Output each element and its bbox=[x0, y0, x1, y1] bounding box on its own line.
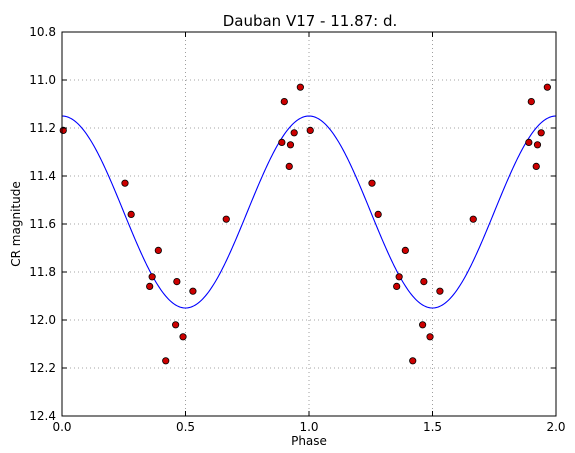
data-point bbox=[469, 215, 477, 223]
data-point bbox=[374, 210, 382, 218]
data-point bbox=[368, 179, 376, 187]
axis-ticks bbox=[61, 31, 557, 417]
y-tick-label: 10.8 bbox=[29, 25, 56, 39]
data-point bbox=[419, 321, 427, 329]
data-point bbox=[401, 246, 409, 254]
data-point bbox=[189, 287, 197, 295]
data-point bbox=[280, 98, 288, 106]
data-point bbox=[179, 333, 187, 341]
data-point bbox=[537, 129, 545, 137]
data-point bbox=[527, 98, 535, 106]
model-curve bbox=[61, 115, 557, 309]
y-tick-label: 12.4 bbox=[29, 409, 56, 423]
data-point bbox=[162, 357, 170, 365]
y-tick-labels: 10.8 11.0 11.2 11.4 11.6 11.8 12.0 12.2 12.4 bbox=[29, 25, 56, 423]
data-points-layer bbox=[59, 83, 551, 365]
data-point bbox=[127, 210, 135, 218]
y-tick-label: 11.0 bbox=[29, 73, 56, 87]
x-tick-label: 0.0 bbox=[52, 420, 71, 434]
data-point bbox=[393, 282, 401, 290]
data-point bbox=[154, 246, 162, 254]
data-point bbox=[525, 138, 533, 146]
x-axis-label: Phase bbox=[291, 434, 327, 448]
y-tick-label: 11.8 bbox=[29, 265, 56, 279]
grid-lines bbox=[62, 32, 556, 416]
data-point bbox=[286, 141, 295, 149]
data-point bbox=[285, 162, 293, 170]
x-tick-labels: 0.0 0.5 1.0 1.5 2.0 bbox=[52, 420, 565, 434]
data-point bbox=[278, 138, 286, 146]
data-point bbox=[533, 141, 542, 149]
data-point bbox=[172, 321, 180, 329]
y-tick-label: 11.6 bbox=[29, 217, 56, 231]
y-axis-label: CR magnitude bbox=[9, 181, 23, 266]
chart-title: Dauban V17 - 11.87: d. bbox=[223, 12, 398, 30]
y-tick-label: 11.2 bbox=[29, 121, 56, 135]
x-tick-label: 2.0 bbox=[546, 420, 565, 434]
data-point bbox=[395, 273, 403, 281]
y-tick-label: 12.2 bbox=[29, 361, 56, 375]
x-tick-label: 0.5 bbox=[176, 420, 195, 434]
data-point bbox=[222, 215, 230, 223]
data-point bbox=[436, 287, 444, 295]
y-tick-label: 12.0 bbox=[29, 313, 56, 327]
data-point bbox=[426, 333, 434, 341]
model-curve-layer bbox=[61, 115, 557, 309]
y-tick-label: 11.4 bbox=[29, 169, 56, 183]
data-point bbox=[148, 273, 156, 281]
x-tick-label: 1.5 bbox=[423, 420, 442, 434]
data-point bbox=[121, 179, 129, 187]
data-point bbox=[543, 83, 551, 91]
x-tick-label: 1.0 bbox=[299, 420, 318, 434]
data-point bbox=[532, 162, 540, 170]
data-point bbox=[296, 83, 304, 91]
data-point bbox=[409, 357, 417, 365]
data-point bbox=[290, 129, 298, 137]
data-point bbox=[146, 282, 154, 290]
data-point bbox=[420, 277, 428, 286]
data-point bbox=[173, 277, 181, 286]
data-point bbox=[306, 126, 314, 134]
